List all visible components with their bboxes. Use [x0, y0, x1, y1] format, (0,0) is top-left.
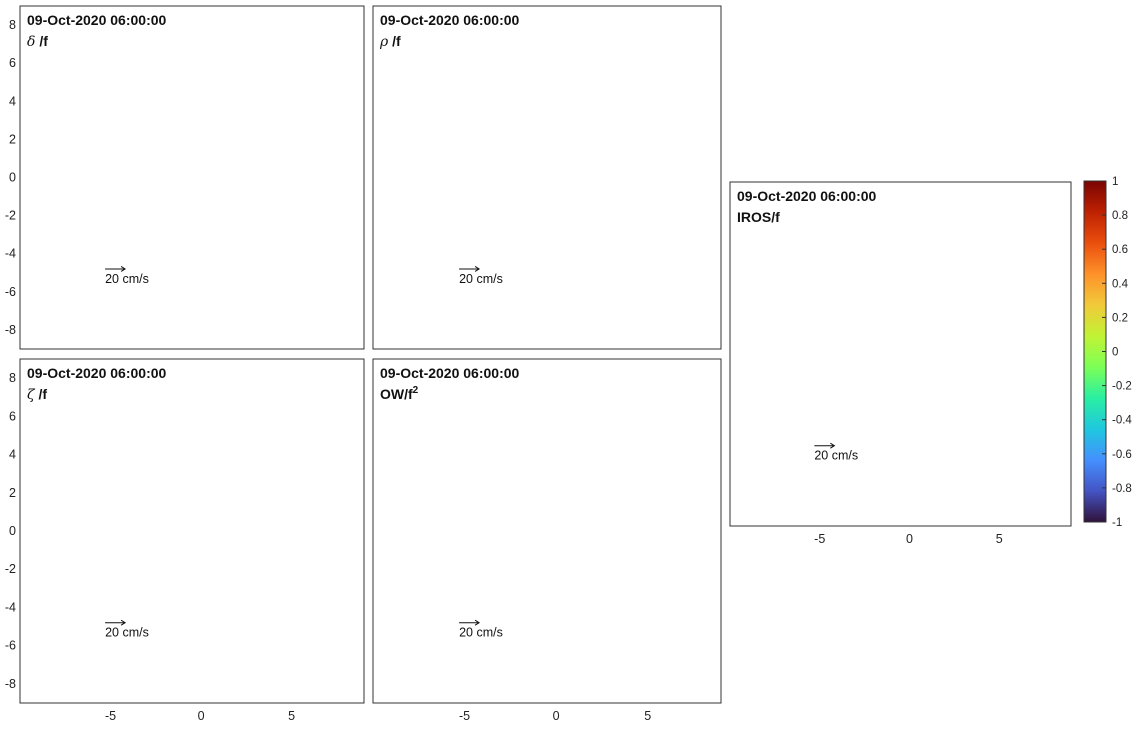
panel-frame: [373, 6, 721, 349]
panel-variable-label: ζ /f: [27, 386, 47, 403]
scale-label: 20 cm/s: [105, 626, 149, 640]
y-tick-label: 0: [9, 171, 16, 185]
panel-rho: 09-Oct-2020 06:00:00 ρ /f 20 cm/s: [373, 6, 721, 349]
y-tick-label: -2: [5, 209, 16, 223]
y-tick-label: 8: [9, 371, 16, 385]
panel-delta: 8 6 4 2 0 -2 -4 -6 -8 09-Oct-2020 06:00:00 δ /f 20 …: [5, 6, 364, 349]
y-tick-label: -6: [5, 285, 16, 299]
scale-label: 20 cm/s: [459, 272, 503, 286]
panel-variable-label: ρ /f: [379, 33, 401, 50]
y-tick-label: 0: [9, 524, 16, 538]
scale-label: 20 cm/s: [105, 272, 149, 286]
y-tick-label: 2: [9, 132, 16, 146]
x-tick-label: -5: [105, 709, 116, 723]
y-tick-label: 8: [9, 18, 16, 32]
y-tick-label: 2: [9, 486, 16, 500]
y-tick-label: -4: [5, 600, 16, 614]
y-tick-label: 4: [9, 448, 16, 462]
y-tick-label: -2: [5, 562, 16, 576]
panel-timestamp: 09-Oct-2020 06:00:00: [380, 12, 520, 28]
y-tick-label: 4: [9, 94, 16, 108]
y-tick-label: -4: [5, 247, 16, 261]
y-tick-label: -8: [5, 323, 16, 337]
panels-layer: 8 6 4 2 0 -2 -4 -6 -8 09-Oct-2020 06:00:00 δ /f 20 …: [5, 6, 1071, 723]
y-tick-label: -6: [5, 639, 16, 653]
y-tick-label: 6: [9, 56, 16, 70]
panel-frame: [20, 359, 364, 703]
panel-zeta: 8 6 4 2 0 -2 -4 -6 -8 -5 0 5 09-Oct-2020 06:00:00 ζ /…: [5, 359, 364, 723]
panel-timestamp: 09-Oct-2020 06:00:00: [27, 365, 167, 381]
y-tick-label: 6: [9, 409, 16, 423]
x-tick-label: 5: [288, 709, 295, 723]
panel-timestamp: 09-Oct-2020 06:00:00: [27, 12, 167, 28]
y-tick-label: -8: [5, 677, 16, 691]
x-tick-label: 0: [198, 709, 205, 723]
panel-frame: [20, 6, 364, 349]
panel-variable-label: δ /f: [27, 33, 48, 50]
